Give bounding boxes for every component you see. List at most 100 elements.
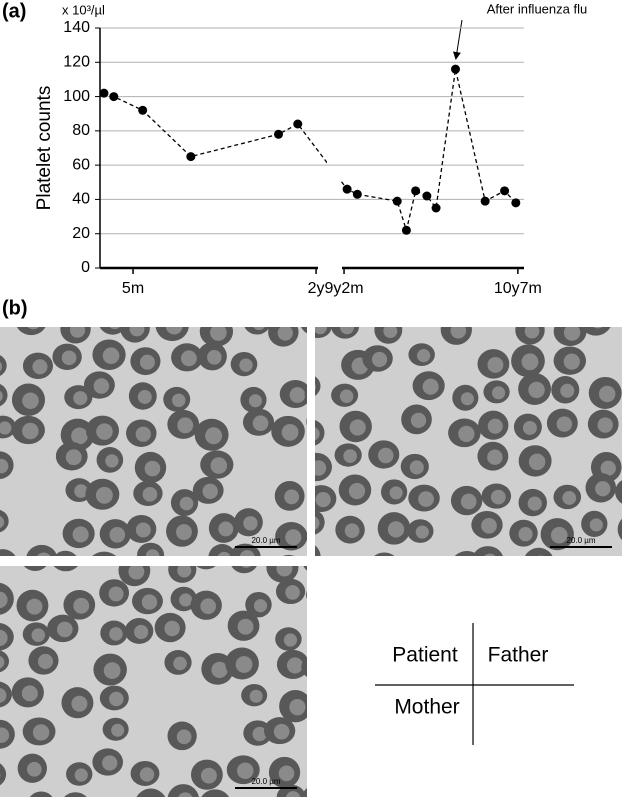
- cell: [454, 551, 480, 556]
- cell-center: [518, 527, 533, 542]
- cell-center: [315, 427, 320, 441]
- cell-center: [22, 392, 39, 410]
- cell-center: [73, 391, 88, 406]
- cell-center: [461, 558, 477, 574]
- cell-center: [26, 761, 42, 777]
- cell-center: [312, 554, 327, 569]
- cell-center: [249, 689, 263, 703]
- cell-center: [285, 529, 302, 546]
- cell-center: [0, 727, 10, 743]
- cell: [282, 554, 295, 556]
- cell: [136, 788, 166, 797]
- cell-center: [74, 484, 88, 498]
- cell: [29, 791, 53, 797]
- cell: [26, 544, 58, 556]
- cell-center: [597, 417, 613, 433]
- cell-center: [109, 526, 126, 543]
- cell-center: [109, 627, 123, 641]
- legend-label: Father: [488, 644, 549, 667]
- data-point: [293, 119, 303, 129]
- cell-center: [281, 423, 299, 441]
- cell-center: [595, 481, 611, 497]
- cell-center: [276, 566, 293, 577]
- cell-center: [128, 566, 145, 580]
- cell-center: [0, 688, 7, 703]
- data-point: [422, 191, 432, 201]
- cell-center: [248, 394, 263, 408]
- cell: [304, 386, 307, 402]
- cell-center: [26, 598, 43, 615]
- cell-center: [21, 685, 38, 702]
- cell-center: [217, 551, 231, 556]
- cell-center: [484, 553, 496, 556]
- cells: [315, 327, 622, 574]
- cell-center: [176, 524, 192, 541]
- cell-center: [218, 521, 234, 537]
- cell-center: [129, 327, 145, 337]
- cell-center: [207, 350, 222, 365]
- cell-center: [460, 392, 474, 406]
- cell: [0, 763, 7, 786]
- cell: [64, 792, 87, 797]
- cell: [315, 376, 321, 396]
- data-point: [450, 64, 460, 74]
- cell: [315, 420, 325, 446]
- data-point: [500, 186, 510, 196]
- cell-center: [71, 695, 88, 712]
- cell: [306, 417, 307, 426]
- cell-center: [56, 621, 73, 638]
- cell-center: [0, 656, 5, 669]
- cell-center: [348, 482, 366, 500]
- cell-center: [377, 447, 394, 464]
- cell-center: [173, 656, 187, 671]
- cell-center: [73, 597, 90, 614]
- cell-center: [253, 327, 265, 331]
- cell-center: [492, 386, 506, 400]
- cell-center: [27, 327, 39, 330]
- cell-center: [371, 351, 388, 368]
- cell: [0, 549, 16, 556]
- cell-center: [289, 387, 306, 403]
- cell-center: [563, 327, 581, 341]
- cell-center: [37, 653, 54, 669]
- cell-center: [252, 726, 267, 742]
- y-tick-label: 140: [63, 19, 90, 36]
- cell-center: [145, 549, 160, 556]
- cell-center: [202, 483, 218, 500]
- cell-center: [176, 729, 192, 745]
- cell-center: [481, 518, 497, 534]
- cell-center: [171, 393, 186, 408]
- cell-center: [32, 724, 50, 741]
- cell-center: [315, 516, 320, 530]
- cell-center: [108, 586, 124, 602]
- cell-center: [210, 457, 228, 474]
- x-tick-label: 5m: [122, 280, 144, 297]
- cell: [524, 547, 553, 556]
- cell: [314, 712, 347, 741]
- data-point: [431, 203, 441, 213]
- cell: [331, 327, 360, 339]
- cell-center: [490, 489, 506, 505]
- cell-center: [349, 419, 366, 436]
- cell: [315, 509, 325, 535]
- data-point: [342, 184, 352, 194]
- cell-center: [180, 350, 197, 367]
- cell-center: [93, 378, 110, 394]
- cell-center: [205, 427, 223, 445]
- cell-center: [0, 458, 9, 474]
- cell-center: [0, 629, 8, 646]
- y-tick-label: 40: [72, 191, 90, 208]
- panel-label: (b): [2, 297, 28, 319]
- cell-center: [103, 662, 121, 679]
- cell-center: [141, 594, 158, 610]
- data-point: [411, 186, 421, 196]
- cell-center: [179, 496, 194, 511]
- cell-center: [74, 768, 88, 782]
- data-point: [401, 225, 411, 235]
- cell: [472, 546, 503, 556]
- cell-center: [560, 383, 575, 398]
- cell-center: [410, 412, 427, 429]
- data-point: [109, 92, 119, 102]
- data-point: [274, 129, 284, 139]
